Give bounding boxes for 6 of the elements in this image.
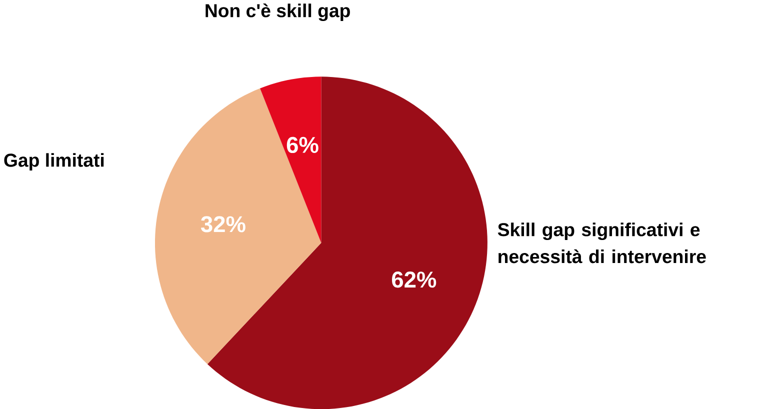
data-label: 6% xyxy=(286,136,318,153)
slice-label: Gap limitati xyxy=(4,153,104,170)
slice-label: Skill gap significativi e necessità di intervenire xyxy=(498,222,706,264)
data-label: 32% xyxy=(200,216,246,232)
slice-label: Non c'è skill gap xyxy=(206,3,350,21)
data-label: 62% xyxy=(392,271,436,288)
